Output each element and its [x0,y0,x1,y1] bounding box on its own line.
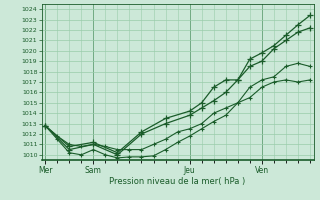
X-axis label: Pression niveau de la mer( hPa ): Pression niveau de la mer( hPa ) [109,177,246,186]
